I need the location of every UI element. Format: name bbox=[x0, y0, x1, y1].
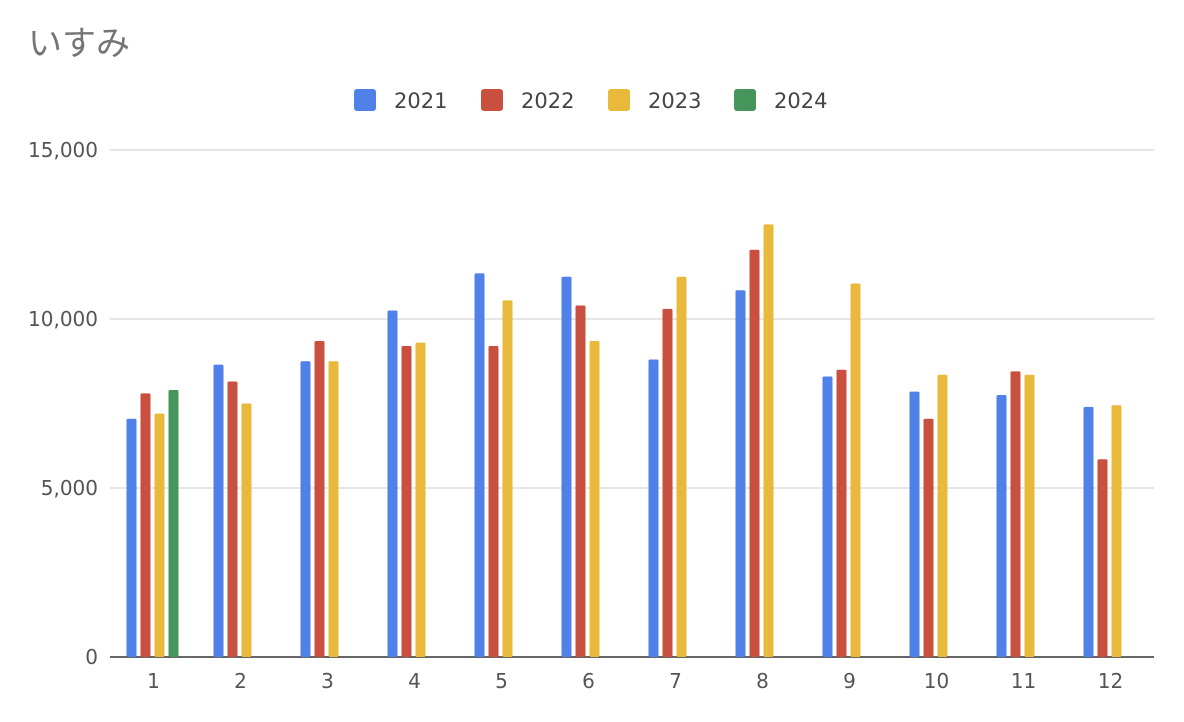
bar-2023-2 bbox=[241, 403, 252, 657]
x-tick-label: 8 bbox=[756, 669, 769, 693]
x-axis: 1 2 3 4 5 6 7 8 9 10 11 12 bbox=[147, 669, 1123, 693]
x-tick-label: 10 bbox=[924, 669, 949, 693]
legend-label-2022: 2022 bbox=[521, 89, 574, 113]
bar-2021-11 bbox=[996, 395, 1007, 657]
bar-2021-5 bbox=[474, 273, 485, 657]
bar-2024-1 bbox=[168, 389, 179, 657]
bar-2023-1 bbox=[154, 413, 165, 657]
x-tick-label: 5 bbox=[495, 669, 508, 693]
bar-2022-1 bbox=[140, 393, 151, 657]
chart-title: いすみ bbox=[28, 24, 130, 64]
bar-2021-10 bbox=[909, 391, 920, 657]
legend-swatch-2022 bbox=[481, 89, 503, 111]
x-tick-label: 1 bbox=[147, 669, 160, 693]
bars bbox=[126, 224, 1122, 658]
bar-2021-1 bbox=[126, 418, 137, 657]
gridlines bbox=[110, 149, 1154, 658]
bar-2022-7 bbox=[662, 308, 673, 657]
bar-2023-10 bbox=[937, 374, 948, 657]
bar-2022-5 bbox=[488, 346, 499, 657]
bar-2021-7 bbox=[648, 359, 659, 657]
x-tick-label: 11 bbox=[1011, 669, 1036, 693]
bar-2022-3 bbox=[314, 340, 325, 657]
y-axis: 0 5,000 10,000 15,000 bbox=[28, 138, 98, 669]
x-tick-label: 7 bbox=[669, 669, 682, 693]
x-tick-label: 2 bbox=[234, 669, 247, 693]
bar-2022-12 bbox=[1097, 459, 1108, 657]
legend-swatch-2023 bbox=[608, 89, 630, 111]
bar-2021-12 bbox=[1083, 406, 1094, 657]
bar-2021-3 bbox=[300, 361, 311, 657]
bar-2023-11 bbox=[1024, 374, 1035, 657]
bar-2022-10 bbox=[923, 418, 934, 657]
bar-2023-12 bbox=[1111, 405, 1122, 657]
y-tick-label: 5,000 bbox=[41, 476, 98, 500]
legend-label-2024: 2024 bbox=[774, 89, 827, 113]
bar-2023-4 bbox=[415, 342, 426, 657]
bar-2021-9 bbox=[822, 376, 833, 657]
x-tick-label: 3 bbox=[321, 669, 334, 693]
x-tick-label: 4 bbox=[408, 669, 421, 693]
bar-2023-9 bbox=[850, 283, 861, 657]
bar-2023-7 bbox=[676, 276, 687, 657]
legend: 2021 2022 2023 2024 bbox=[354, 89, 827, 113]
legend-label-2023: 2023 bbox=[648, 89, 701, 113]
bar-2022-4 bbox=[401, 346, 412, 657]
bar-2021-8 bbox=[735, 290, 746, 657]
x-tick-label: 9 bbox=[843, 669, 856, 693]
bar-2021-6 bbox=[561, 276, 572, 657]
bar-2022-11 bbox=[1010, 371, 1021, 657]
bar-2022-9 bbox=[836, 369, 847, 657]
legend-label-2021: 2021 bbox=[394, 89, 447, 113]
x-tick-label: 12 bbox=[1098, 669, 1123, 693]
legend-swatch-2021 bbox=[354, 89, 376, 111]
y-tick-label: 10,000 bbox=[28, 307, 98, 331]
bar-2021-2 bbox=[213, 364, 224, 657]
bar-2021-4 bbox=[387, 310, 398, 657]
bar-2022-6 bbox=[575, 305, 586, 657]
bar-2023-8 bbox=[763, 224, 774, 658]
bar-2022-8 bbox=[749, 249, 760, 657]
legend-swatch-2024 bbox=[734, 89, 756, 111]
bar-2022-2 bbox=[227, 381, 238, 657]
y-tick-label: 15,000 bbox=[28, 138, 98, 162]
y-tick-label: 0 bbox=[85, 645, 98, 669]
bar-2023-6 bbox=[589, 340, 600, 657]
bar-2023-5 bbox=[502, 300, 513, 657]
bar-2023-3 bbox=[328, 361, 339, 657]
x-tick-label: 6 bbox=[582, 669, 595, 693]
